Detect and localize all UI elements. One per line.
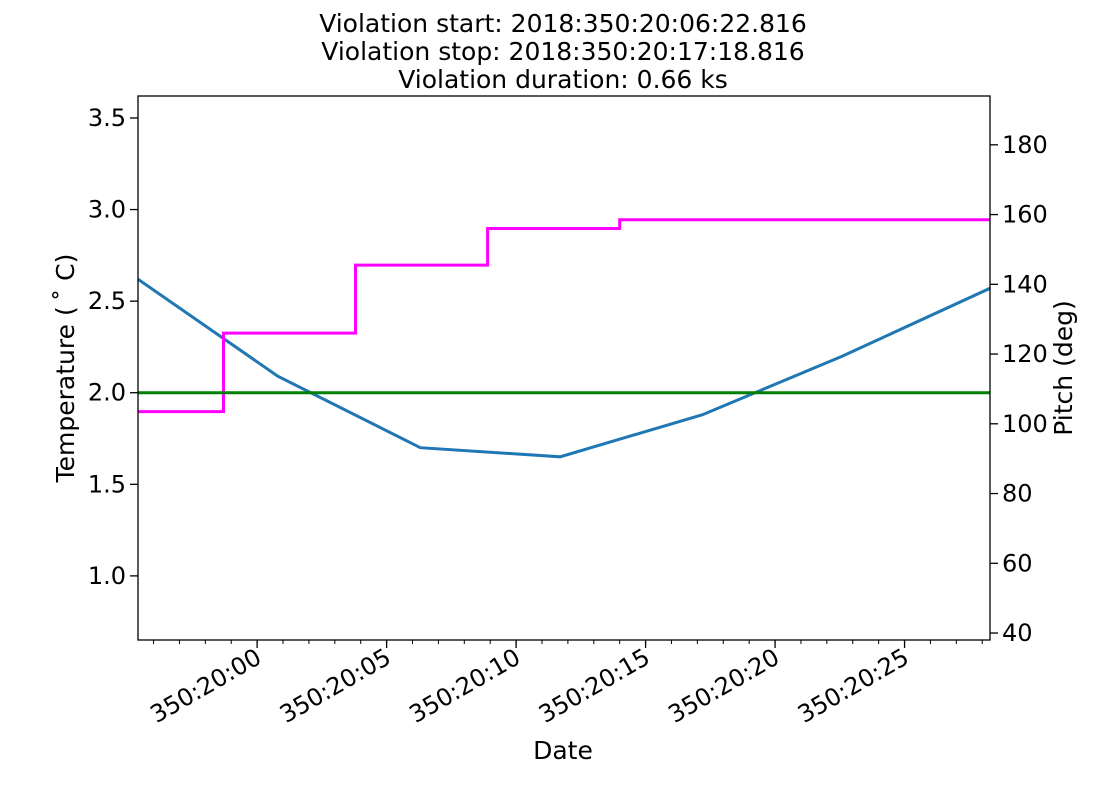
y-axis-right-label: Pitch (deg) (1049, 300, 1078, 435)
y-left-tick-label: 1.5 (88, 470, 126, 498)
y-left-tick-label: 2.5 (88, 287, 126, 315)
title-line-duration: Violation duration: 0.66 ks (398, 65, 728, 94)
y-axis-left-label: Temperature ( ˚ C) (51, 254, 80, 484)
y-right-tick-label: 160 (1002, 201, 1048, 229)
y-left-tick-label: 3.0 (88, 196, 126, 224)
y-right-tick-label: 120 (1002, 340, 1048, 368)
y-left-tick-label: 3.5 (88, 104, 126, 132)
y-left-tick-label: 2.0 (88, 379, 126, 407)
title-line-stop: Violation stop: 2018:350:20:17:18.816 (321, 37, 804, 66)
y-left-tick-label: 1.0 (88, 562, 126, 590)
y-right-tick-label: 80 (1002, 480, 1033, 508)
y-right-tick-label: 100 (1002, 410, 1048, 438)
y-right-tick-label: 40 (1002, 619, 1033, 647)
y-right-tick-label: 60 (1002, 549, 1033, 577)
x-axis-label: Date (533, 736, 593, 765)
title-line-start: Violation start: 2018:350:20:06:22.816 (319, 9, 807, 38)
y-right-tick-label: 140 (1002, 270, 1048, 298)
y-right-tick-label: 180 (1002, 131, 1048, 159)
